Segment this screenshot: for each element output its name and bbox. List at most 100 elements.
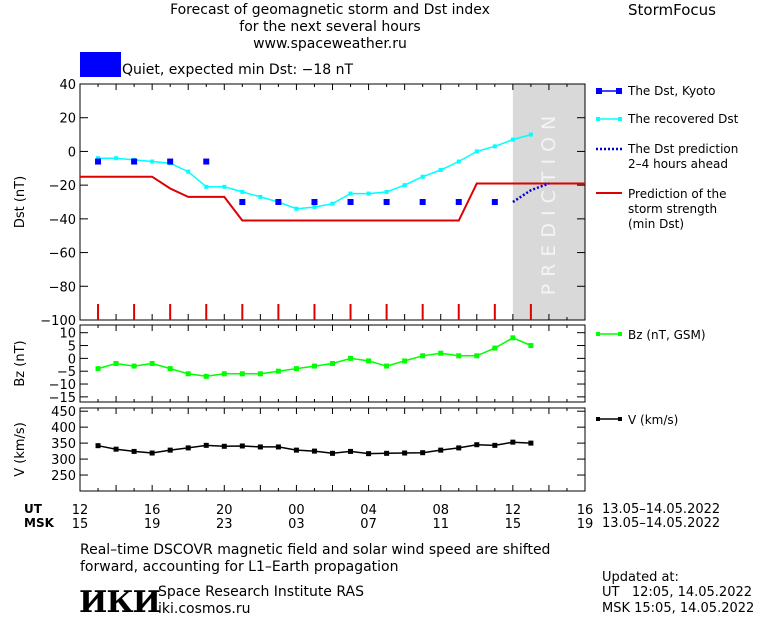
y-tick-label: −40 [49,213,76,228]
bz-point [167,366,173,372]
y-tick-label: 5 [68,340,76,355]
dst-prediction-dotted-line [512,182,550,204]
recovered-dst-point [438,167,443,172]
ut-tick-label: 08 [432,503,449,518]
msk-axis-label: MSK [24,516,54,530]
legend-bz-label: Bz (nT, GSM) [628,328,706,342]
msk-tick-label: 15 [505,517,522,532]
bz-point [438,350,444,356]
msk-tick-label: 07 [360,517,377,532]
legend-recovered-label: The recovered Dst [627,112,739,126]
ut-tick-label: 04 [360,503,377,518]
legend-min-dst-label: Prediction of the [628,187,727,201]
y-tick-label: −80 [49,280,76,295]
legend-prediction-label: The Dst prediction [627,142,738,156]
msk-tick-label: 19 [577,517,594,532]
ut-tick-label: 12 [505,503,522,518]
y-axis-label-3: V (km/s) [13,422,28,477]
recovered-dst-point [384,189,389,194]
ut-date-range: 13.05–14.05.2022 [602,502,721,517]
status-label: Quiet, expected min Dst: −18 nT [122,62,354,78]
bz-point [149,361,155,366]
recovered-dst-point [186,169,191,174]
kyoto-dst-point [455,199,462,205]
recovered-dst-point [222,184,227,189]
recovered-dst-point [330,201,335,206]
legend-v-marker [596,417,600,421]
recovered-dst-line [98,133,532,210]
y-axis-label-2: Bz (nT) [13,340,28,386]
updated-msk: MSK 15:05, 14.05.2022 [602,601,755,616]
recovered-dst-point [294,206,299,211]
v-point [438,447,444,453]
v-point [221,443,227,449]
v-point [257,444,263,450]
brand-name: StormFocus [628,1,716,19]
y-tick-label: 20 [59,112,76,127]
kyoto-dst-point [203,158,210,165]
bz-line [97,336,532,378]
recovered-dst-point [240,189,245,194]
legend-prediction-label: 2–4 hours ahead [628,157,728,171]
bz-point [510,335,516,341]
institute-site: iki.cosmos.ru [158,601,251,617]
kyoto-dst-point [383,199,390,205]
min-dst-prediction-line [80,175,585,222]
footer-note-line-1: Real–time DSCOVR magnetic field and sola… [80,542,551,558]
ut-tick-label: 00 [288,503,305,518]
recovered-dst-point [258,194,263,199]
bz-point [330,361,335,366]
recovered-dst-point [366,191,371,196]
v-point [528,440,534,446]
legend-kyoto-label: The Dst, Kyoto [627,84,715,98]
legend-bz-marker [596,332,600,336]
msk-tick-label: 23 [216,517,233,532]
recovered-dst-point [528,132,533,137]
v-point [185,445,191,451]
institute-name: Space Research Institute RAS [158,584,364,600]
chart-title-line-1: Forecast of geomagnetic storm and Dst in… [170,2,490,18]
bz-point [528,343,534,349]
v-point [293,447,299,453]
v-point [366,451,372,457]
ut-axis-label: UT [24,502,42,516]
legend-bz-marker [618,332,622,336]
v-point [95,443,101,449]
bz-point [384,363,390,369]
y-tick-label: −5 [57,365,76,380]
v-point [510,439,516,445]
legend-v-marker [618,417,622,421]
v-point [402,450,408,456]
kyoto-dst-point [419,199,426,205]
bz-point [402,358,408,364]
y-tick-label: 400 [51,421,76,436]
bz-point [275,368,281,374]
footer-note-line-2: forward, accounting for L1–Earth propaga… [80,559,399,575]
msk-tick-label: 11 [432,517,449,532]
bz-point [348,355,354,361]
prediction-region [512,84,585,320]
bz-point [492,345,498,351]
v-point [167,447,173,453]
ut-tick-label: 12 [72,503,89,518]
kyoto-dst-point [239,199,246,205]
v-point [311,448,317,454]
kyoto-dst-point [167,158,174,165]
kyoto-dst-point [275,199,282,205]
y-tick-label: 350 [51,437,76,452]
panel-frame-3 [79,407,586,492]
legend-recovered-marker [596,117,600,121]
y-tick-label: 40 [59,78,76,93]
v-point [456,445,462,451]
legend-min-dst-label: storm strength [628,202,717,216]
chart-title-url: www.spaceweather.ru [253,36,407,52]
ut-tick-label: 20 [216,503,233,518]
bz-point [221,371,227,377]
iki-logo: ИКИ [79,585,161,620]
bz-point [366,358,372,364]
bz-point [131,363,137,369]
kyoto-dst-point [491,199,498,205]
msk-date-range: 13.05–14.05.2022 [602,516,721,531]
bz-point [239,371,245,377]
v-point [203,442,209,448]
